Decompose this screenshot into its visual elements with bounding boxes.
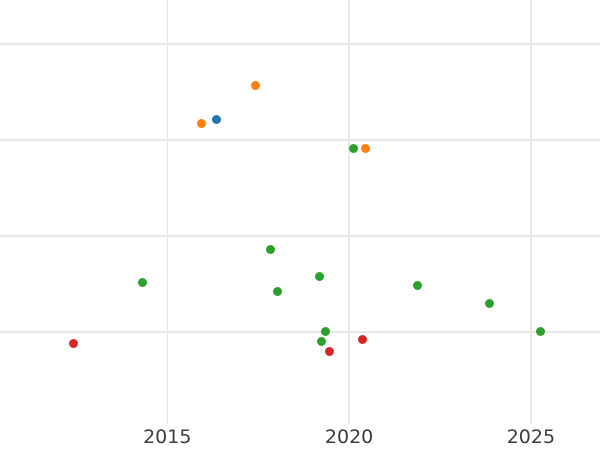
x-gridline bbox=[348, 0, 350, 424]
x-tick-label: 2025 bbox=[506, 426, 556, 448]
scatter-point-red bbox=[357, 335, 367, 345]
x-gridline bbox=[530, 0, 532, 424]
scatter-point-orange bbox=[250, 80, 260, 90]
scatter-point-red bbox=[324, 346, 334, 356]
scatter-point-blue bbox=[211, 115, 221, 125]
scatter-point-green bbox=[485, 298, 495, 308]
scatter-point-green bbox=[314, 271, 324, 281]
y-gridline bbox=[0, 43, 600, 45]
scatter-point-green bbox=[535, 327, 545, 337]
x-tick-label: 2020 bbox=[324, 426, 374, 448]
y-gridline bbox=[0, 235, 600, 237]
scatter-point-orange bbox=[196, 119, 206, 129]
scatter-point-green bbox=[266, 244, 276, 254]
y-gridline bbox=[0, 331, 600, 333]
x-gridline bbox=[166, 0, 169, 424]
y-gridline bbox=[0, 139, 600, 141]
scatter-point-green bbox=[412, 281, 422, 291]
scatter-point-green bbox=[138, 277, 148, 287]
scatter-point-green bbox=[316, 337, 326, 347]
scatter-point-orange bbox=[360, 144, 370, 154]
scatter-point-red bbox=[68, 338, 78, 348]
scatter-point-green bbox=[273, 287, 283, 297]
scatter-point-green bbox=[348, 144, 358, 154]
x-tick-label: 2015 bbox=[143, 426, 192, 448]
scatter-point-green bbox=[320, 327, 330, 337]
